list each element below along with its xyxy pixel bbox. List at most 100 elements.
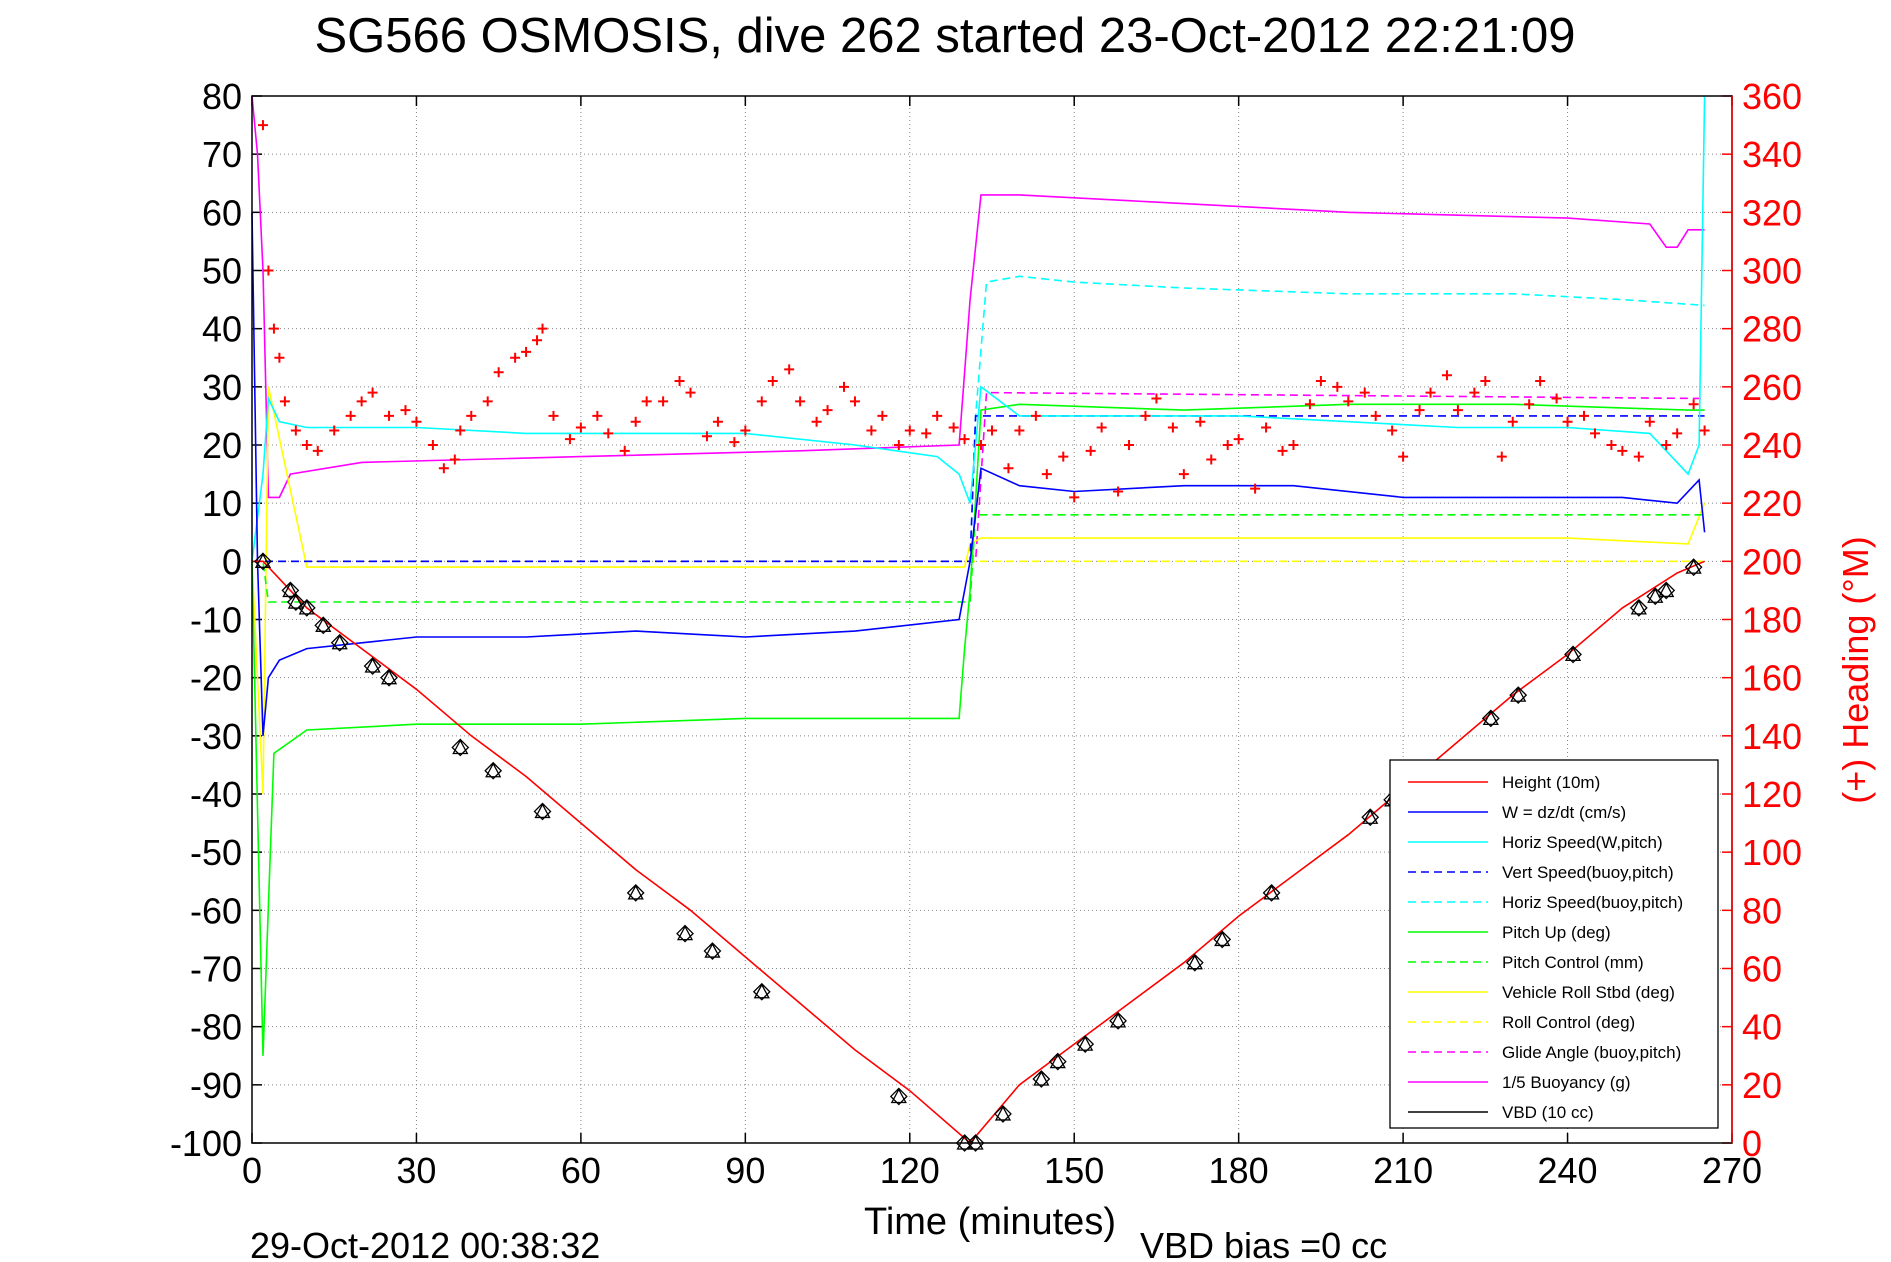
depth-marker: [1481, 709, 1500, 728]
heading-point: [438, 463, 449, 474]
x-tick-label: 150: [1044, 1150, 1104, 1191]
right-tick-label: 260: [1742, 367, 1802, 408]
heading-point: [1261, 422, 1272, 433]
right-tick-label: 180: [1742, 600, 1802, 641]
heading-point: [263, 265, 274, 276]
legend-entry-label: Vehicle Roll Stbd (deg): [1502, 983, 1675, 1002]
x-tick-label: 180: [1209, 1150, 1269, 1191]
depth-marker: [533, 802, 552, 821]
depth-marker: [254, 552, 272, 571]
footer-timestamp: 29-Oct-2012 00:38:32: [250, 1225, 600, 1262]
heading-point: [839, 381, 849, 392]
heading-point: [1524, 399, 1535, 410]
right-tick-label: 320: [1742, 192, 1802, 233]
heading-point: [1124, 440, 1135, 450]
y-tick-label: 20: [202, 425, 242, 466]
heading-point: [685, 387, 696, 398]
right-tick-label: 80: [1742, 890, 1782, 931]
series-line: [251, 403, 1705, 1056]
legend-entry-label: 1/5 Buoyancy (g): [1502, 1073, 1631, 1092]
legend-entry-label: Roll Control (deg): [1502, 1013, 1635, 1032]
heading-point: [1167, 422, 1178, 433]
heading-point: [1343, 396, 1354, 407]
depth-marker: [363, 657, 382, 675]
legend-entry-label: Pitch Up (deg): [1502, 923, 1611, 942]
depth-marker: [889, 1087, 908, 1106]
right-tick-label: 0: [1742, 1123, 1762, 1164]
heading-point: [268, 323, 279, 334]
x-tick-label: 210: [1373, 1150, 1433, 1191]
y-tick-label: -10: [190, 600, 242, 641]
heading-point: [493, 367, 504, 378]
heading-point: [466, 410, 477, 421]
y-tick-label: -20: [190, 658, 242, 699]
left-tick-labels: 80 70 60 50 40 30 20 10 0 -10 -20 -30 -40 -50 -60 -70 -8…: [170, 76, 242, 1164]
heading-point: [603, 428, 614, 439]
heading-point: [532, 335, 543, 346]
heading-point: [767, 376, 778, 387]
legend-box: [1389, 759, 1719, 1129]
heading-point: [592, 410, 603, 421]
heading-point: [290, 425, 301, 436]
heading-point: [1140, 410, 1151, 421]
heading-point: [1672, 428, 1683, 439]
heading-point: [1387, 425, 1398, 436]
heading-point: [866, 425, 877, 436]
heading-point: [619, 445, 630, 456]
heading-point: [1452, 405, 1463, 416]
y-tick-label: -100: [170, 1123, 242, 1164]
depth-marker: [1213, 930, 1232, 949]
heading-point: [959, 434, 970, 445]
right-tick-label: 340: [1742, 134, 1802, 175]
heading-point: [301, 440, 312, 450]
depth-marker: [626, 883, 645, 902]
y-tick-label: 30: [202, 367, 242, 408]
heading-point: [1058, 451, 1069, 462]
right-tick-label: 220: [1742, 483, 1802, 524]
legend-entry-label: Horiz Speed(buoy,pitch): [1502, 893, 1683, 912]
heading-point: [1633, 451, 1644, 462]
heading-point: [877, 410, 888, 421]
legend-entry-label: VBD (10 cc): [1502, 1103, 1594, 1122]
depth-marker: [1262, 883, 1281, 902]
heading-point: [976, 440, 987, 450]
series-line: [251, 212, 1706, 736]
heading-point: [921, 428, 932, 439]
depth-marker: [330, 633, 349, 652]
x-tick-label: 90: [725, 1150, 765, 1191]
depth-marker: [1564, 645, 1582, 664]
heading-point: [948, 422, 959, 433]
heading-point: [729, 437, 740, 448]
heading-point: [756, 396, 767, 407]
heading-point: [1222, 440, 1233, 450]
heading-point: [1113, 486, 1124, 497]
heading-point: [564, 434, 575, 445]
heading-point: [279, 396, 290, 407]
depth-marker: [1657, 581, 1676, 600]
heading-point: [411, 416, 422, 427]
heading-point: [932, 410, 943, 421]
legend-entry-label: Glide Angle (buoy,pitch): [1502, 1043, 1681, 1062]
right-tick-label: 160: [1742, 658, 1802, 699]
heading-point: [641, 396, 652, 407]
x-axis-label: Time (minutes): [864, 1201, 1116, 1243]
right-tick-label: 240: [1742, 425, 1802, 466]
depth-marker: [994, 1105, 1012, 1123]
depth-marker: [297, 598, 316, 617]
heading-point: [822, 405, 833, 416]
x-tick-label: 30: [396, 1150, 436, 1191]
heading-point: [1233, 434, 1244, 445]
x-tick-label: 60: [561, 1150, 601, 1191]
y-tick-label: 50: [202, 251, 242, 292]
heading-point: [1562, 416, 1573, 427]
depth-marker: [1109, 1011, 1127, 1030]
heading-point: [384, 410, 395, 421]
heading-point: [548, 410, 559, 421]
heading-point: [1315, 376, 1326, 387]
depth-marker: [1048, 1052, 1067, 1071]
right-tick-label: 280: [1742, 309, 1802, 350]
heading-point: [1414, 405, 1425, 416]
heading-point: [658, 396, 669, 407]
depth-marker: [1032, 1070, 1051, 1088]
